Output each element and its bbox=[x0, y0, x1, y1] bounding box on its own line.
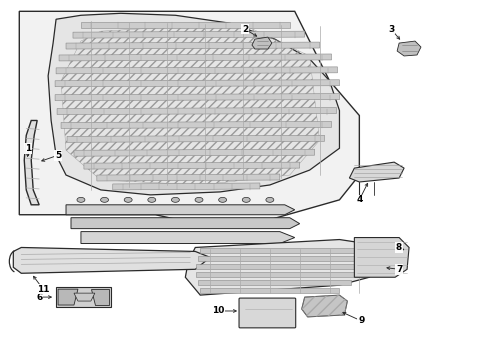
Polygon shape bbox=[354, 238, 409, 277]
Polygon shape bbox=[198, 256, 368, 261]
Text: 9: 9 bbox=[358, 316, 365, 325]
Polygon shape bbox=[196, 264, 365, 269]
Polygon shape bbox=[73, 31, 305, 38]
Text: 4: 4 bbox=[356, 195, 363, 204]
Polygon shape bbox=[58, 289, 78, 305]
FancyBboxPatch shape bbox=[239, 298, 295, 328]
Ellipse shape bbox=[148, 197, 156, 202]
Polygon shape bbox=[66, 42, 319, 49]
Polygon shape bbox=[97, 174, 280, 181]
Polygon shape bbox=[56, 287, 111, 307]
Ellipse shape bbox=[172, 197, 179, 202]
Text: 5: 5 bbox=[55, 151, 61, 160]
Ellipse shape bbox=[219, 197, 226, 202]
Polygon shape bbox=[196, 272, 359, 277]
Polygon shape bbox=[19, 11, 359, 225]
Polygon shape bbox=[56, 67, 338, 74]
Ellipse shape bbox=[124, 197, 132, 202]
Polygon shape bbox=[74, 149, 315, 156]
Polygon shape bbox=[66, 205, 294, 215]
Text: 8: 8 bbox=[396, 243, 402, 252]
Polygon shape bbox=[48, 13, 340, 195]
Polygon shape bbox=[24, 121, 39, 205]
Polygon shape bbox=[252, 37, 272, 49]
Polygon shape bbox=[113, 183, 260, 190]
Polygon shape bbox=[59, 54, 332, 61]
Polygon shape bbox=[349, 162, 404, 182]
Text: 1: 1 bbox=[25, 144, 31, 153]
Polygon shape bbox=[81, 22, 290, 28]
Polygon shape bbox=[67, 135, 324, 142]
Text: 10: 10 bbox=[212, 306, 224, 315]
Polygon shape bbox=[397, 41, 421, 56]
Text: 6: 6 bbox=[36, 293, 42, 302]
Text: 3: 3 bbox=[388, 25, 394, 34]
Polygon shape bbox=[61, 121, 332, 129]
Polygon shape bbox=[302, 295, 347, 317]
Polygon shape bbox=[74, 293, 95, 301]
Polygon shape bbox=[185, 239, 384, 295]
Polygon shape bbox=[55, 94, 340, 100]
Polygon shape bbox=[71, 218, 300, 229]
Polygon shape bbox=[81, 231, 294, 243]
Polygon shape bbox=[84, 162, 300, 169]
Text: 7: 7 bbox=[396, 265, 402, 274]
Polygon shape bbox=[13, 247, 210, 273]
Polygon shape bbox=[57, 108, 337, 114]
Text: 11: 11 bbox=[37, 285, 49, 294]
Polygon shape bbox=[91, 289, 109, 305]
Polygon shape bbox=[200, 288, 340, 293]
Polygon shape bbox=[55, 80, 340, 87]
Text: 2: 2 bbox=[242, 25, 248, 34]
Ellipse shape bbox=[266, 197, 274, 202]
Polygon shape bbox=[200, 248, 369, 253]
Ellipse shape bbox=[195, 197, 203, 202]
Ellipse shape bbox=[242, 197, 250, 202]
Ellipse shape bbox=[77, 197, 85, 202]
Ellipse shape bbox=[100, 197, 108, 202]
Polygon shape bbox=[198, 280, 351, 285]
